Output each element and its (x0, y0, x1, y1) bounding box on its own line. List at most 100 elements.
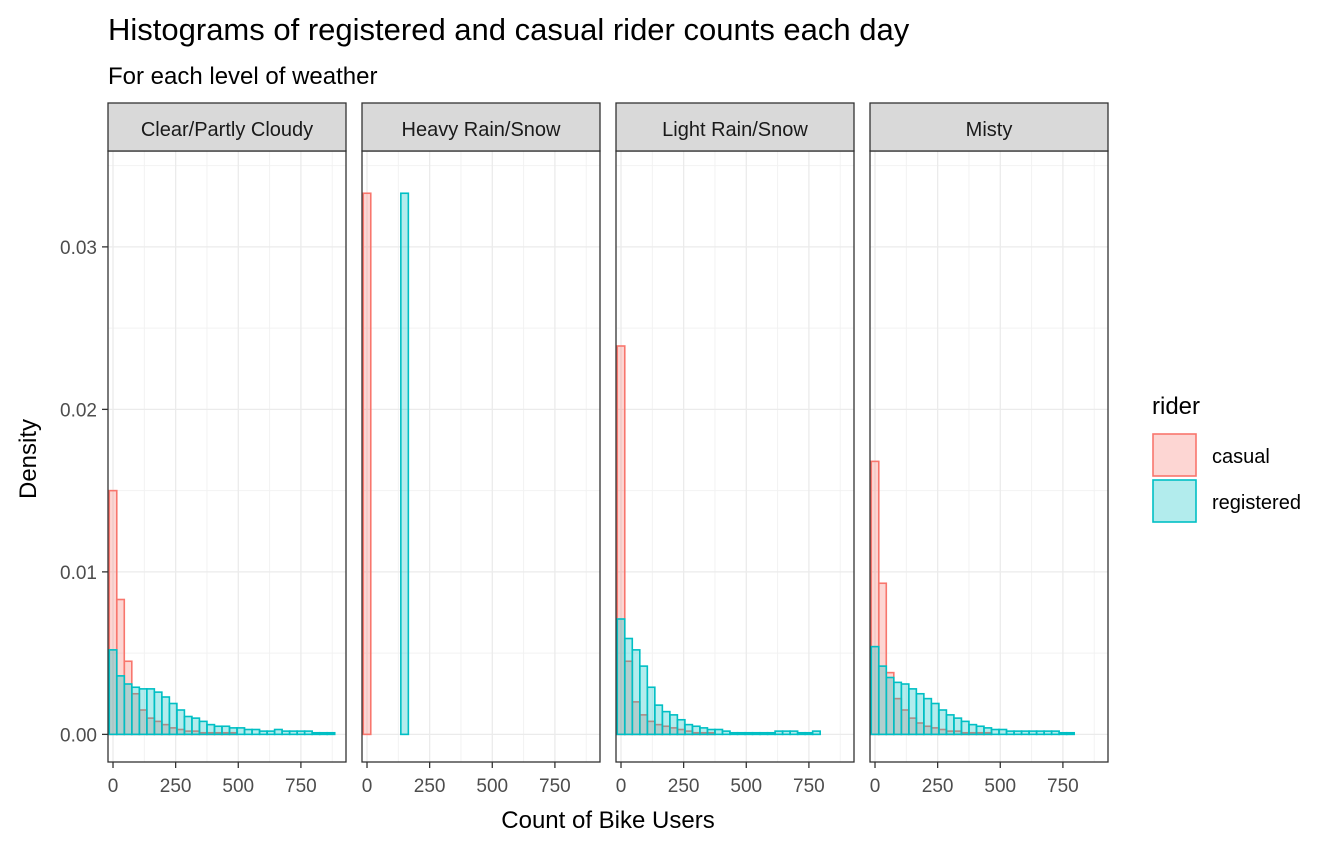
histogram-bar-registered (623, 637, 634, 736)
histogram-bar-registered (631, 649, 641, 736)
facet-panel: Clear/Partly Cloudy 0 250 500 750 (107, 102, 347, 797)
facet-panel: Heavy Rain/Snow 0 250 500 750 (361, 102, 601, 797)
histogram-bar-registered (236, 727, 246, 736)
histogram-bar-registered (661, 710, 671, 736)
histogram-bar-registered (900, 683, 910, 736)
histogram-bar-registered (1035, 730, 1045, 736)
histogram-bar-registered (400, 192, 410, 736)
histogram-bar-registered (168, 702, 178, 736)
histogram-bar-registered (318, 731, 329, 736)
histogram-bar-registered (251, 728, 261, 736)
histogram-bar-registered (796, 731, 806, 736)
legend-label-registered: registered (1212, 492, 1301, 514)
histogram-bar-registered (691, 725, 701, 736)
histogram-bar-registered (953, 717, 963, 736)
histogram-bar-casual (362, 192, 372, 736)
histogram-bar-registered (789, 730, 799, 736)
histogram-bar-registered (714, 728, 724, 736)
x-tick-label: 0 (870, 776, 881, 797)
histogram-bar-registered (684, 723, 694, 736)
facet-strip-label: Heavy Rain/Snow (402, 119, 562, 141)
histogram-bar-registered (699, 727, 709, 736)
facet-strip-label: Light Rain/Snow (662, 119, 808, 141)
facet-panels: Clear/Partly Cloudy 0 250 500 750 Heavy Rain/… (107, 102, 1109, 797)
chart-title: Histograms of registered and casual ride… (108, 12, 910, 47)
histogram-bar-registered (266, 730, 276, 736)
histogram-bar-registered (1058, 731, 1068, 736)
histogram-bar-registered (1050, 730, 1060, 736)
histogram-bar-registered (736, 731, 746, 736)
histogram-bar-registered (273, 728, 283, 736)
histogram-bar-registered (908, 688, 918, 736)
x-tick-label: 500 (984, 776, 1016, 797)
histogram-bar-registered (1028, 730, 1038, 736)
histogram-bar-registered (759, 731, 769, 736)
x-tick-label: 750 (539, 776, 571, 797)
histogram-bar-registered (1005, 730, 1015, 736)
histogram-bar-registered (766, 731, 776, 736)
x-tick-label: 0 (108, 776, 119, 797)
legend-label-casual: casual (1212, 446, 1270, 468)
histogram-bar-registered (638, 665, 649, 736)
histogram-bar-registered (123, 683, 133, 736)
histogram-bar-registered (975, 725, 985, 736)
histogram-bar-registered (877, 665, 888, 736)
histogram-bar-registered (303, 730, 313, 736)
histogram-bar-registered (198, 720, 208, 736)
histogram-bar-registered (990, 728, 1000, 736)
histogram-bar-registered (923, 697, 933, 736)
panel-background (616, 151, 854, 762)
legend-key-registered (1152, 479, 1197, 523)
histogram-bar-registered (998, 728, 1008, 736)
histogram-bar-registered (729, 731, 739, 736)
histogram-bar-registered (669, 714, 679, 736)
x-tick-label: 0 (362, 776, 373, 797)
histogram-bar-registered (646, 686, 656, 736)
legend-key-casual (1152, 433, 1197, 477)
legend: rider casual registered (1152, 393, 1301, 523)
histogram-bar-registered (1065, 731, 1075, 736)
panel-background (362, 151, 600, 762)
histogram-bar-registered (138, 688, 148, 736)
x-tick-label: 250 (922, 776, 954, 797)
histogram-bar-registered (1020, 730, 1030, 736)
x-tick-label: 750 (285, 776, 317, 797)
chart-subtitle: For each level of weather (108, 63, 377, 90)
x-tick-label: 0 (616, 776, 627, 797)
histogram-bar-registered (706, 728, 716, 736)
histogram-bar-registered (1043, 730, 1053, 736)
y-tick-label: 0.00 (60, 725, 97, 746)
facet-strip-label: Clear/Partly Cloudy (141, 119, 313, 141)
histogram-bar-registered (983, 727, 993, 736)
histogram-bar-registered (945, 714, 955, 736)
histogram-bar-registered (804, 731, 814, 736)
facet-strip (615, 102, 855, 152)
histogram-bar-registered (774, 730, 784, 736)
facet-strip (869, 102, 1109, 152)
histogram-bar-registered (243, 728, 253, 736)
histogram-bar-registered (311, 731, 321, 736)
histogram-bar-registered (938, 709, 948, 736)
histogram-bar-registered (892, 681, 903, 736)
facet-strip (107, 102, 347, 152)
panel-background (870, 151, 1108, 762)
histogram-bar-registered (108, 649, 118, 736)
histogram-bar-registered (221, 725, 231, 736)
histogram-bar-registered (183, 715, 193, 736)
panel-background (108, 151, 346, 762)
x-axis-label: Count of Bike Users (501, 807, 714, 834)
histogram-bar-registered (930, 702, 940, 736)
x-tick-label: 250 (668, 776, 700, 797)
histogram-bar-registered (1013, 730, 1023, 736)
facet-strip (361, 102, 601, 152)
histogram-bar-registered (915, 692, 925, 736)
facet-panel: Light Rain/Snow 0 250 500 750 (615, 102, 855, 797)
histogram-bar-registered (228, 727, 238, 736)
x-tick-label: 500 (730, 776, 762, 797)
histogram-bar-registered (191, 717, 201, 736)
facet-strip-label: Misty (966, 119, 1013, 141)
x-tick-label: 750 (1047, 776, 1079, 797)
histogram-bar-registered (751, 731, 761, 736)
y-axis-label: Density (15, 419, 42, 499)
